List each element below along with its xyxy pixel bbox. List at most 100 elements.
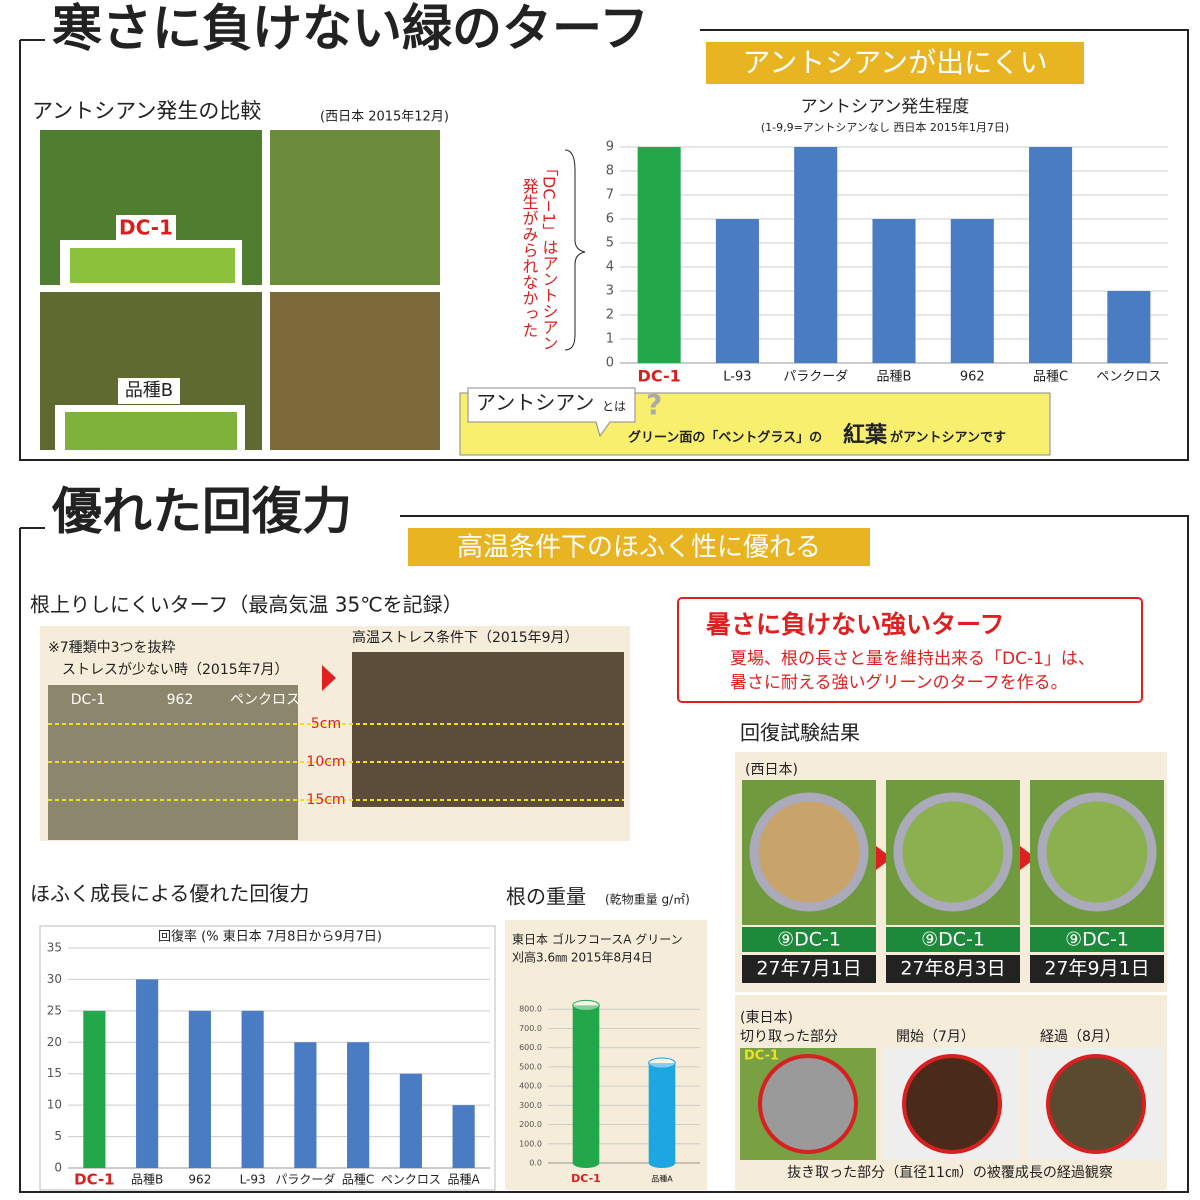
bar (347, 1042, 370, 1168)
y-tick-label: 200.0 (519, 1120, 542, 1129)
label-bg (742, 955, 876, 983)
chart-subtitle: (1-9,9=アントシアンなし 西日本 2015年1月7日) (761, 120, 1009, 134)
x-tick-label: ペンクロス (1096, 370, 1161, 385)
y-tick-label: 9 (606, 140, 614, 155)
label-box (118, 378, 180, 404)
note: ストレスが少ない時（2015年7月） (62, 662, 289, 678)
callout-text: がアントシアンです (890, 430, 1006, 446)
x-tick-label: パラクーダ (275, 1172, 335, 1187)
bar (572, 1005, 600, 1163)
bar (1107, 291, 1151, 363)
question-icon: ? (646, 388, 662, 421)
y-tick-label: 5 (54, 1129, 62, 1143)
note: 東日本 ゴルフコースA グリーン (512, 932, 683, 947)
note: (西日本) (745, 762, 798, 778)
y-tick-label: 6 (606, 212, 614, 227)
label-bg (886, 927, 1020, 952)
heading: ほふく成長による優れた回復力 (30, 882, 309, 906)
highlight-title: 暑さに負けない強いターフ (706, 610, 1005, 639)
bar (241, 1010, 264, 1168)
y-tick-label: 4 (606, 260, 614, 275)
ring (893, 792, 1013, 912)
section-title: 寒さに負けない緑のターフ (52, 0, 649, 58)
highlight-text: 夏場、根の長さと量を維持出来る「DC-1」は、 (730, 649, 1095, 669)
bar-base (572, 1158, 600, 1168)
frame (19, 515, 1189, 1193)
callout-emphasis: 紅葉 (843, 422, 888, 448)
y-tick-label: 35 (47, 941, 62, 955)
callout-text: グリーン面の「ベントグラス」の (628, 430, 822, 446)
y-tick-label: 10 (47, 1098, 62, 1112)
variety-label: ⑨DC-1 (1065, 929, 1129, 951)
x-tick-label: 品種C (1033, 369, 1068, 385)
photo-label: 品種B (125, 380, 173, 401)
banner (706, 42, 1084, 84)
label-box (116, 215, 176, 241)
label-bg (1030, 955, 1164, 983)
caption: 開始（7月） (896, 1029, 975, 1045)
bar (136, 979, 159, 1168)
note: 刈高3.6㎜ 2015年8月4日 (512, 950, 653, 965)
section-title: 優れた回復力 (51, 483, 352, 541)
photo-label: DC-1 (71, 692, 106, 708)
depth-label: 5cm (311, 716, 341, 732)
y-tick-label: 300.0 (519, 1101, 542, 1110)
arrow (876, 846, 892, 870)
y-tick-label: 400.0 (519, 1082, 542, 1091)
chart-title: アントシアン発生程度 (801, 97, 970, 117)
color-strip (65, 412, 237, 450)
bar-base (648, 1158, 676, 1168)
bar (715, 219, 759, 363)
bar (637, 147, 681, 363)
date-label: 27年9月1日 (1044, 958, 1149, 980)
annotation: 発生がみられなかった (520, 178, 539, 338)
y-tick-label: 3 (606, 284, 614, 299)
x-tick-label: 962 (960, 370, 985, 385)
heading: 根上りしにくいターフ（最高気温 35℃を記録） (30, 593, 463, 617)
callout-suffix: とは (602, 400, 626, 414)
note: (東日本) (740, 1010, 793, 1026)
y-tick-label: 500.0 (519, 1062, 542, 1071)
annotation: 「DC−1」はアントシアン (540, 160, 559, 351)
bar (648, 1063, 676, 1163)
bar (294, 1042, 317, 1168)
bar-top (572, 999, 600, 1011)
tag: DC-1 (744, 1049, 779, 1064)
date-label: 27年8月3日 (900, 958, 1005, 980)
y-tick-label: 8 (606, 164, 614, 179)
y-tick-label: 20 (47, 1035, 62, 1049)
caption: 経過（8月） (1040, 1029, 1119, 1045)
variety-label: ⑨DC-1 (777, 929, 841, 951)
x-tick-label: 品種C (342, 1173, 374, 1187)
y-tick-label: 5 (606, 236, 614, 251)
y-tick-label: 700.0 (519, 1024, 542, 1033)
bar (1029, 147, 1073, 363)
photo-caption: アントシアン発生の比較 (32, 99, 261, 123)
color-strip (70, 248, 235, 283)
photo-note: (西日本 2015年12月) (320, 110, 449, 125)
brace (564, 149, 586, 351)
x-tick-label: L-93 (240, 1173, 266, 1187)
heading: 根の重量 (506, 885, 586, 909)
photo (270, 130, 440, 285)
bar (452, 1105, 475, 1168)
y-tick-label: 0.0 (529, 1159, 542, 1168)
photo-label: DC-1 (119, 216, 173, 240)
y-tick-label: 0 (54, 1161, 62, 1175)
note: 高温ストレス条件下（2015年9月） (352, 629, 579, 646)
photo (270, 292, 440, 450)
highlight-box (677, 597, 1143, 703)
label-bg (886, 955, 1020, 983)
ring (758, 1054, 858, 1154)
callout-term: アントシアン (476, 391, 594, 415)
y-tick-label: 800.0 (519, 1005, 542, 1014)
variety-label: ⑨DC-1 (921, 929, 985, 951)
depth-label: 15cm (306, 792, 345, 808)
ring (749, 792, 869, 912)
y-tick-label: 100.0 (519, 1139, 542, 1148)
x-tick-label: 品種A (651, 1174, 673, 1184)
photo-label: ペンクロス (230, 692, 300, 708)
y-tick-label: 2 (606, 308, 614, 323)
x-tick-label: 品種A (448, 1173, 481, 1187)
